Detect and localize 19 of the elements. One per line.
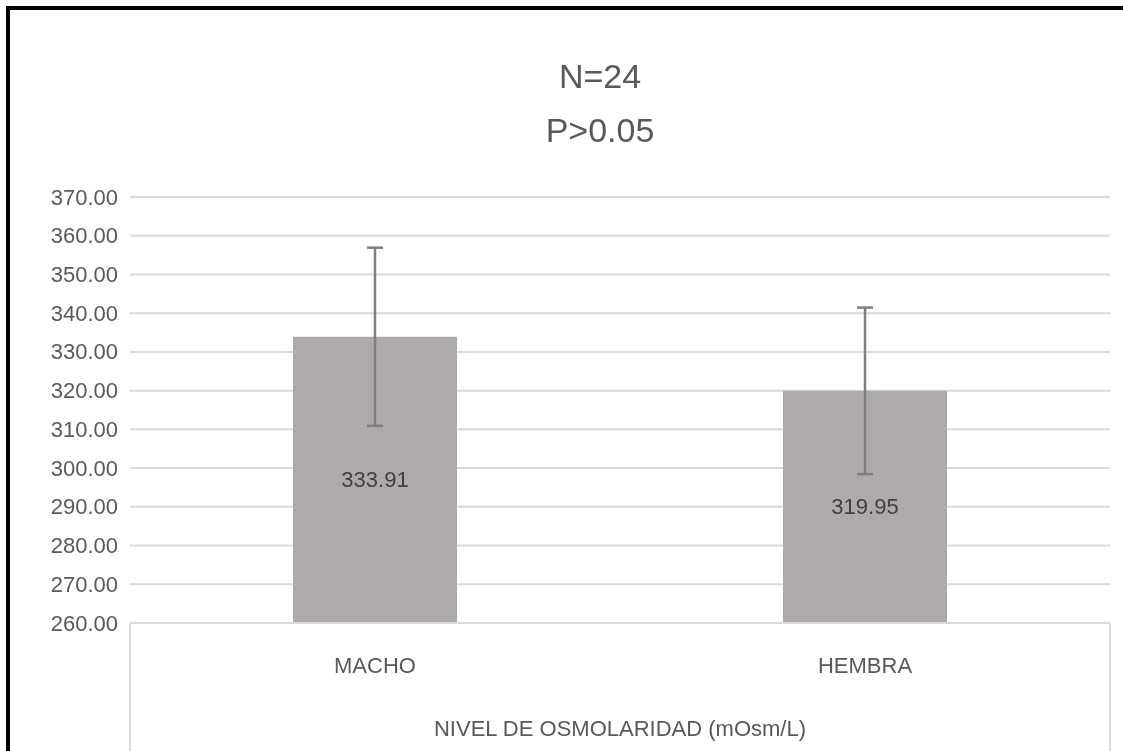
chart-title: N=24: [558, 57, 642, 95]
x-axis-title: NIVEL DE OSMOLARIDAD (mOsm/L): [433, 715, 807, 741]
y-tick-label: 270.00: [50, 571, 118, 597]
chart-subtitle: P>0.05: [545, 111, 655, 149]
y-tick-label: 350.00: [50, 261, 118, 287]
y-tick-label: 360.00: [50, 223, 118, 249]
y-tick-label: 280.00: [50, 533, 118, 559]
y-tick-label: 310.00: [50, 416, 118, 442]
data-label: 333.91: [341, 467, 409, 493]
y-tick-label: 320.00: [50, 378, 118, 404]
x-tick-label: MACHO: [334, 652, 416, 678]
y-tick-label: 370.00: [50, 184, 118, 210]
y-tick-label: 300.00: [50, 455, 118, 481]
x-tick-label: HEMBRA: [817, 652, 913, 678]
data-label: 319.95: [831, 494, 899, 520]
y-tick-label: 340.00: [50, 300, 118, 326]
y-tick-label: 290.00: [50, 494, 118, 520]
y-tick-label: 260.00: [50, 610, 118, 636]
y-tick-label: 330.00: [50, 339, 118, 365]
